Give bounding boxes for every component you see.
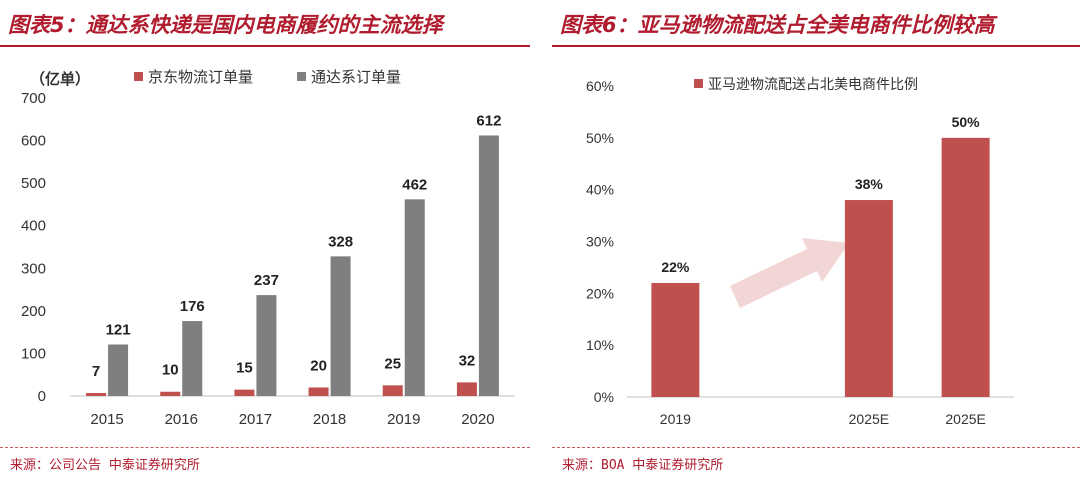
legend-label-1: 京东物流订单量 (148, 69, 253, 86)
data-label: 25 (384, 355, 401, 372)
x-tick-label: 2017 (239, 411, 272, 428)
bar-tongda-2018 (330, 256, 351, 396)
legend-swatch-2 (297, 72, 306, 81)
bar-tongda-2016 (182, 321, 203, 396)
bar-jd-2016 (160, 391, 181, 396)
y-tick-label: 100 (21, 345, 46, 362)
x-tick-label: 2015 (90, 411, 123, 428)
left-bar-chart: （亿单） 京东物流订单量 通达系订单量 0 100 200 300 400 500 600 700 2… (21, 69, 515, 428)
x-tick-label: 2018 (313, 411, 346, 428)
data-label: 121 (106, 321, 131, 338)
data-label: 612 (476, 112, 501, 129)
right-title-rule (552, 45, 1080, 47)
right-source-note: 来源：BOA 中泰证券研究所 (562, 458, 724, 473)
x-tick-label: 2020 (461, 411, 494, 428)
data-label: 237 (254, 272, 279, 289)
data-label: 328 (328, 233, 353, 250)
y-tick-label: 300 (21, 260, 46, 277)
y-tick-label: 600 (21, 133, 46, 150)
data-label: 15 (236, 360, 253, 377)
bar-2019-0 (651, 282, 700, 397)
legend-swatch (694, 79, 703, 88)
y-tick-label: 50% (586, 130, 614, 146)
y-tick-label: 200 (21, 303, 46, 320)
bar-tongda-2020 (478, 135, 499, 396)
right-bar-chart: 亚马逊物流配送占北美电商件比例 0% 10% 20% 30% 40% 50% 60% 2019 2… (586, 76, 1014, 427)
bar-tongda-2019 (404, 199, 425, 396)
bar-jd-2019 (382, 385, 403, 396)
legend-swatch-1 (134, 72, 143, 81)
data-label: 7 (92, 363, 100, 380)
data-label: 50% (952, 114, 981, 130)
x-tick-label: 2019 (660, 411, 691, 427)
data-label: 38% (855, 176, 884, 192)
x-tick-label: 2016 (165, 411, 198, 428)
data-label: 22% (661, 259, 690, 275)
trend-arrow-icon (730, 238, 849, 308)
data-label: 32 (459, 352, 476, 369)
bar-jd-2018 (308, 387, 329, 396)
left-source-divider (0, 447, 530, 448)
bar-jd-2020 (456, 382, 477, 396)
left-panel: 图表5：通达系快递是国内电商履约的主流选择 （亿单） 京东物流订单量 通达系订单量 0… (0, 0, 530, 481)
data-label: 462 (402, 176, 427, 193)
bar-2025E-2 (844, 200, 893, 397)
legend-label-2: 通达系订单量 (311, 69, 401, 86)
x-tick-label: 2025E (849, 411, 889, 427)
y-tick-label: 500 (21, 175, 46, 192)
y-tick-label: 40% (586, 182, 614, 198)
right-panel-title: 图表6：亚马逊物流配送占全美电商件比例较高 (560, 13, 995, 37)
bar-2025E-3 (941, 137, 990, 398)
bar-tongda-2015 (108, 344, 129, 396)
right-panel: 图表6：亚马逊物流配送占全美电商件比例较高 亚马逊物流配送占北美电商件比例 0% 1… (552, 0, 1080, 481)
y-tick-label: 0% (594, 389, 614, 405)
y-tick-label: 20% (586, 285, 614, 301)
y-tick-label: 700 (21, 90, 46, 107)
data-label: 10 (162, 362, 179, 379)
right-source-divider (552, 447, 1080, 448)
x-tick-label: 2019 (387, 411, 420, 428)
bar-jd-2015 (86, 393, 107, 396)
left-title-rule (0, 45, 530, 47)
left-source-note: 来源：公司公告 中泰证券研究所 (10, 458, 200, 473)
y-tick-label: 60% (586, 78, 614, 94)
y-unit-label: （亿单） (30, 70, 90, 88)
y-tick-label: 0 (38, 388, 46, 405)
y-tick-label: 10% (586, 337, 614, 353)
bar-jd-2017 (234, 389, 255, 396)
legend-label: 亚马逊物流配送占北美电商件比例 (708, 76, 918, 92)
y-tick-label: 400 (21, 218, 46, 235)
y-tick-label: 30% (586, 234, 614, 250)
data-label: 176 (180, 298, 205, 315)
bar-tongda-2017 (256, 295, 277, 396)
left-panel-title: 图表5：通达系快递是国内电商履约的主流选择 (8, 13, 443, 37)
data-label: 20 (310, 357, 327, 374)
x-tick-label: 2025E (945, 411, 985, 427)
